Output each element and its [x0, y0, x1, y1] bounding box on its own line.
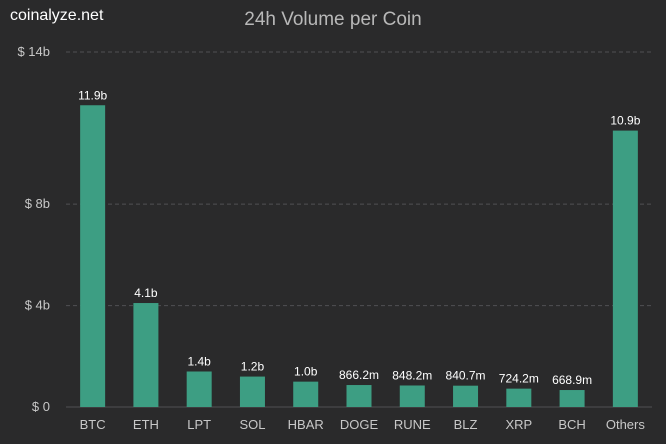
- data-label: 840.7m: [446, 369, 486, 383]
- bar: [506, 388, 532, 407]
- x-tick-label: XRP: [505, 417, 532, 432]
- bar: [399, 385, 425, 407]
- x-tick-label: BLZ: [454, 417, 478, 432]
- data-label: 848.2m: [392, 368, 432, 382]
- bar: [453, 385, 479, 407]
- x-tick-label: LPT: [187, 417, 211, 432]
- data-label: 1.0b: [294, 365, 318, 379]
- x-tick-label: BTC: [80, 417, 106, 432]
- data-label: 11.9b: [78, 88, 107, 102]
- data-label: 668.9m: [552, 373, 592, 387]
- bar: [612, 130, 638, 407]
- x-tick-label: HBAR: [288, 417, 324, 432]
- x-tick-label: ETH: [133, 417, 159, 432]
- y-tick-label: $ 0: [32, 399, 50, 414]
- data-label: 724.2m: [499, 372, 539, 386]
- x-tick-label: RUNE: [394, 417, 431, 432]
- data-label: 1.2b: [241, 360, 265, 374]
- brand-logo: coinalyze.net: [10, 7, 104, 24]
- y-tick-label: $ 4b: [25, 298, 50, 313]
- bar: [346, 385, 372, 407]
- y-tick-label: $ 14b: [17, 44, 50, 59]
- x-tick-label: DOGE: [340, 417, 379, 432]
- bar: [293, 381, 319, 407]
- data-label: 4.1b: [134, 286, 158, 300]
- y-tick-label: $ 8b: [25, 196, 50, 211]
- chart-title: 24h Volume per Coin: [244, 9, 422, 30]
- data-label: 1.4b: [188, 355, 212, 369]
- bar: [80, 105, 106, 407]
- bar: [559, 390, 585, 407]
- data-label: 10.9b: [610, 114, 640, 128]
- x-tick-label: Others: [606, 417, 646, 432]
- x-tick-label: SOL: [239, 417, 265, 432]
- x-tick-label: BCH: [558, 417, 585, 432]
- bar: [239, 376, 265, 407]
- bar: [186, 371, 212, 407]
- data-label: 866.2m: [339, 368, 379, 382]
- bar: [133, 303, 159, 407]
